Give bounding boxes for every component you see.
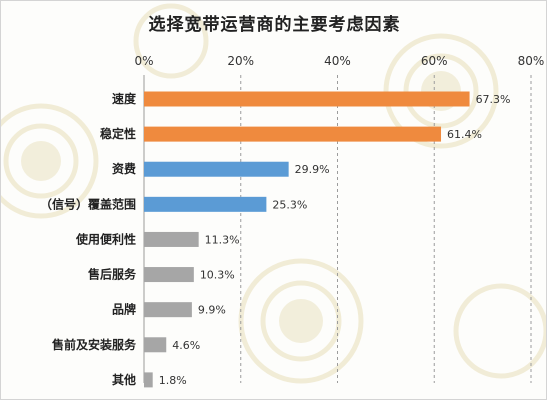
data-label: 1.8% <box>159 374 187 387</box>
data-label: 10.3% <box>200 269 235 282</box>
category-label: 售前及安装服务 <box>52 337 137 352</box>
bar <box>144 196 267 212</box>
category-label: （信号）覆盖范围 <box>40 196 136 211</box>
data-label: 67.3% <box>476 93 511 106</box>
data-label: 29.9% <box>295 163 330 176</box>
category-label: 资费 <box>112 161 136 176</box>
data-label: 4.6% <box>172 339 200 352</box>
category-label: 速度 <box>112 91 137 106</box>
data-label: 61.4% <box>447 128 482 141</box>
category-label: 售后服务 <box>88 267 137 282</box>
category-label: 使用便利性 <box>75 231 136 246</box>
x-tick-label: 40% <box>324 54 351 68</box>
category-label: 稳定性 <box>100 126 136 141</box>
bar <box>144 337 167 353</box>
bar <box>144 126 442 142</box>
category-label: 品牌 <box>112 302 136 317</box>
x-tick-label: 20% <box>227 54 254 68</box>
bar <box>144 302 192 318</box>
data-label: 25.3% <box>272 198 307 211</box>
category-label: 其他 <box>112 372 136 387</box>
x-tick-label: 60% <box>421 54 448 68</box>
bar <box>144 91 470 107</box>
data-label: 9.9% <box>198 304 226 317</box>
bar <box>144 267 194 283</box>
x-tick-label: 0% <box>134 54 153 68</box>
bar <box>144 372 153 388</box>
bar <box>144 231 199 247</box>
x-tick-label: 80% <box>518 54 545 68</box>
chart-title: 选择宽带运营商的主要考虑因素 <box>148 15 401 35</box>
bar <box>144 161 289 177</box>
data-label: 11.3% <box>205 233 240 246</box>
